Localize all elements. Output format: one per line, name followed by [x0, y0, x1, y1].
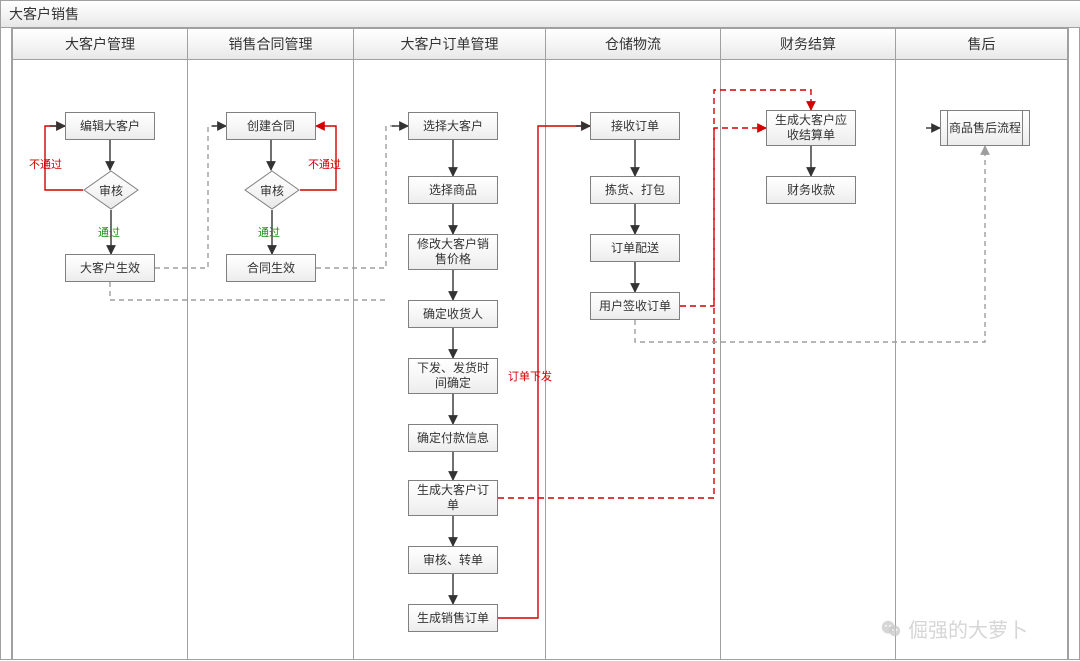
watermark-text: 倔强的大萝卜	[908, 614, 1028, 643]
node-n13: 生成销售订单	[408, 604, 498, 632]
node-n15: 拣货、打包	[590, 176, 680, 204]
node-n8: 确定收货人	[408, 300, 498, 328]
lane-header: 大客户管理	[13, 29, 187, 60]
edge-label-pass1: 通过	[98, 224, 120, 240]
lane-header: 销售合同管理	[188, 29, 353, 60]
page: 大客户销售 大客户管理销售合同管理大客户订单管理仓储物流财务结算售后 编辑大客户…	[0, 0, 1080, 661]
outer-border-right	[1068, 28, 1080, 660]
wechat-icon	[880, 618, 902, 640]
edge-label-fail1: 不通过	[29, 156, 62, 172]
watermark: 倔强的大萝卜	[880, 614, 1028, 643]
node-n20: 商品售后流程	[940, 110, 1030, 146]
node-n9: 下发、发货时间确定	[408, 358, 498, 394]
node-n18: 生成大客户应收结算单	[766, 110, 856, 146]
node-n7: 修改大客户销售价格	[408, 234, 498, 270]
node-n11: 生成大客户订单	[408, 480, 498, 516]
node-n12: 审核、转单	[408, 546, 498, 574]
node-n14: 接收订单	[590, 112, 680, 140]
lane-header: 仓储物流	[546, 29, 720, 60]
outer-border-left	[0, 28, 12, 660]
node-n5: 选择大客户	[408, 112, 498, 140]
page-title: 大客户销售	[9, 6, 79, 22]
lane-header: 大客户订单管理	[354, 29, 545, 60]
lane-header: 财务结算	[721, 29, 895, 60]
node-n16: 订单配送	[590, 234, 680, 262]
edge-label-fail2: 不通过	[308, 156, 341, 172]
lane-header: 售后	[896, 29, 1067, 60]
node-n3: 创建合同	[226, 112, 316, 140]
edge-label-pass2: 通过	[258, 224, 280, 240]
edge-label-send: 订单下发	[508, 368, 552, 384]
node-n10: 确定付款信息	[408, 424, 498, 452]
node-n17: 用户签收订单	[590, 292, 680, 320]
page-title-bar: 大客户销售	[0, 0, 1080, 28]
node-n4: 合同生效	[226, 254, 316, 282]
node-n2: 大客户生效	[65, 254, 155, 282]
node-n19: 财务收款	[766, 176, 856, 204]
node-n1: 编辑大客户	[65, 112, 155, 140]
node-n6: 选择商品	[408, 176, 498, 204]
